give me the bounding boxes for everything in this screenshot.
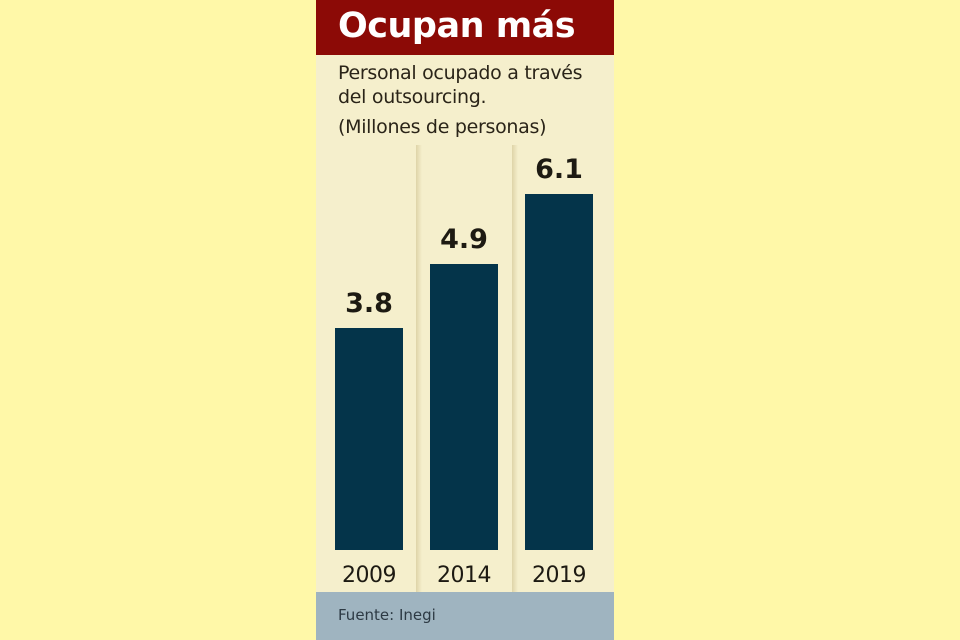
bar-2019 [525, 193, 593, 550]
header-band: Ocupan más [316, 0, 614, 55]
subtitle-line-1: Personal ocupado a través [338, 62, 583, 84]
infographic-panel: Ocupan más Personal ocupado a través del… [316, 0, 614, 640]
bar-2009 [335, 328, 403, 550]
value-label-2019: 6.1 [535, 153, 583, 185]
column-separator [416, 145, 422, 592]
column-separator [512, 145, 518, 592]
x-tick-label-2014: 2014 [437, 563, 492, 588]
x-tick-label-2009: 2009 [342, 563, 397, 588]
unit-label: (Millones de personas) [338, 116, 547, 138]
value-label-2014: 4.9 [440, 223, 488, 255]
value-label-2009: 3.8 [345, 288, 393, 320]
bar-2014 [430, 263, 498, 550]
x-tick-label-2019: 2019 [532, 563, 587, 588]
subtitle-line-2: del outsourcing. [338, 86, 487, 108]
footer-band: Fuente: Inegi [316, 592, 614, 640]
source-note: Fuente: Inegi [338, 606, 436, 624]
chart-title: Ocupan más [338, 6, 576, 46]
